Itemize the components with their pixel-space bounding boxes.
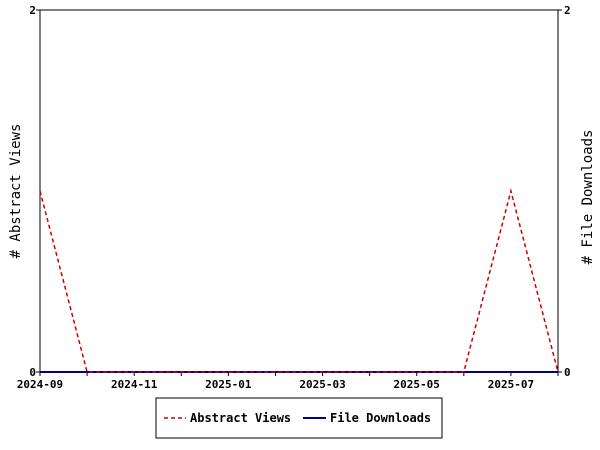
x-tick-label-4: 2025-05 [394,378,440,391]
legend: Abstract Views File Downloads [155,397,443,439]
series-layer [39,188,559,373]
legend-box [155,397,443,439]
x-tick-label-2: 2025-01 [205,378,252,391]
y-left-tick-label-0: 0 [29,366,36,379]
x-tick-label-5: 2025-07 [488,378,534,391]
x-tick-label-0: 2024-09 [17,378,63,391]
y-right-tick-label-1: 2 [564,4,571,17]
y-left-axis-label: # Abstract Views [8,124,24,259]
y-right-axis-label: # File Downloads [580,130,596,265]
y-right-tick-label-0: 0 [564,366,571,379]
y-left-tick-label-1: 2 [29,4,36,17]
x-tick-label-3: 2025-03 [299,378,345,391]
x-tick-labels: 2024-09 2024-11 2025-01 2025-03 2025-05 2025-… [17,378,534,391]
y-tick-labels: 0 2 0 2 [29,4,570,379]
x-tick-label-1: 2024-11 [111,378,158,391]
series-line-abstract-views [39,188,559,373]
legend-label-file-downloads: File Downloads [330,411,431,425]
legend-label-abstract-views: Abstract Views [190,411,291,425]
